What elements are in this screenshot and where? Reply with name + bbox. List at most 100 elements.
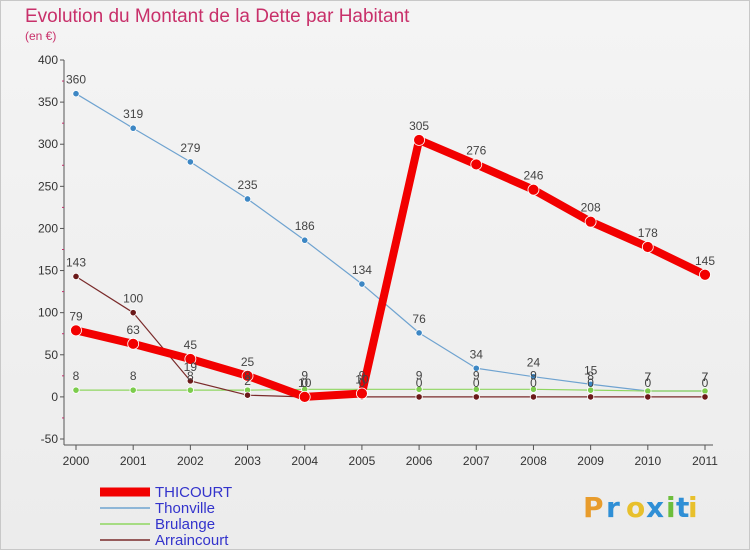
data-point-thonville <box>301 236 309 244</box>
x-tick-label: 2000 <box>63 454 90 468</box>
data-point-arraincourt <box>72 272 80 281</box>
data-point-thicourt <box>70 324 82 337</box>
data-point-thonville <box>129 124 137 132</box>
data-point-thonville <box>472 364 480 372</box>
data-point-brulange <box>72 386 80 394</box>
data-label-arraincourt: 0 <box>301 376 308 390</box>
data-label-brulange: 9 <box>359 368 366 382</box>
data-label-thonville: 34 <box>470 347 484 361</box>
y-tick-label: 300 <box>38 137 58 151</box>
data-point-thicourt <box>356 387 368 400</box>
x-tick-label: 2006 <box>406 454 433 468</box>
data-point-arraincourt <box>529 393 538 401</box>
data-label-brulange: 8 <box>130 369 137 383</box>
data-label-arraincourt: 0 <box>702 376 709 390</box>
data-point-arraincourt <box>587 393 595 401</box>
data-label-arraincourt: 19 <box>184 360 198 374</box>
y-tick-label: 0 <box>51 390 58 404</box>
y-tick-label: 100 <box>38 306 58 320</box>
data-point-thonville <box>186 158 194 166</box>
data-point-brulange <box>129 386 137 394</box>
data-label-thonville: 186 <box>295 219 315 233</box>
x-tick-label: 2005 <box>349 454 376 468</box>
data-label-thonville: 24 <box>527 356 541 370</box>
y-tick-label: 400 <box>38 53 58 67</box>
data-point-thicourt <box>184 353 197 365</box>
data-label-brulange: 9 <box>301 368 308 382</box>
data-label-arraincourt: 143 <box>66 255 86 269</box>
data-label-brulange: 8 <box>244 369 251 383</box>
x-tick-label: 2007 <box>463 454 490 468</box>
data-label-arraincourt: 0 <box>359 376 366 390</box>
series-line-thicourt <box>72 136 709 401</box>
data-point-thicourt <box>470 158 483 171</box>
data-point-thicourt <box>699 268 711 281</box>
data-label-brulange: 8 <box>73 369 80 383</box>
data-label-thicourt: 208 <box>581 201 601 215</box>
series-line-brulange <box>75 388 706 392</box>
x-tick-label: 2011 <box>692 454 718 468</box>
y-tick-label: 150 <box>38 264 58 278</box>
data-label-brulange: 9 <box>473 368 480 382</box>
data-point-thicourt <box>413 134 425 146</box>
data-label-thicourt: 10 <box>298 376 312 390</box>
data-point-brulange <box>186 386 194 394</box>
data-label-thonville: 7 <box>702 370 709 384</box>
data-label-arraincourt: 0 <box>530 376 537 390</box>
data-label-thonville: 319 <box>123 107 143 121</box>
legend-label-brulange: Brulange <box>155 516 215 533</box>
y-tick-label: 50 <box>45 348 59 362</box>
data-label-thonville: 360 <box>66 73 86 87</box>
chart-subtitle: (en €) <box>25 29 56 43</box>
data-label-brulange: 7 <box>644 370 651 384</box>
data-label-thonville: 7 <box>644 370 651 384</box>
data-point-thonville <box>72 90 80 98</box>
data-label-thonville: 134 <box>352 263 372 277</box>
logo-letter: i <box>666 491 676 524</box>
logo-letter: x <box>646 491 664 524</box>
data-point-thicourt <box>127 337 140 350</box>
y-tick-label: -50 <box>41 432 59 446</box>
data-label-thicourt: 178 <box>638 226 658 240</box>
legend-label-thicourt: THICOURT <box>155 484 232 501</box>
x-tick-label: 2010 <box>634 454 661 468</box>
x-tick-label: 2008 <box>520 454 547 468</box>
logo-letter: t <box>676 491 689 524</box>
data-label-brulange: 8 <box>187 369 194 383</box>
data-label-thicourt: 63 <box>127 323 141 337</box>
data-point-arraincourt <box>186 377 194 385</box>
data-label-thicourt: 276 <box>466 143 486 157</box>
y-tick-label: 200 <box>38 221 58 235</box>
data-point-arraincourt <box>415 393 423 401</box>
data-label-arraincourt: 0 <box>587 376 594 390</box>
data-point-arraincourt <box>701 393 709 401</box>
data-point-thicourt <box>241 369 254 382</box>
data-label-arraincourt: 0 <box>473 376 480 390</box>
data-point-brulange <box>415 385 423 393</box>
data-point-thonville <box>415 329 423 337</box>
legend-label-arraincourt: Arraincourt <box>155 532 229 549</box>
data-label-thonville: 76 <box>412 312 426 326</box>
data-label-thicourt: 145 <box>695 254 715 268</box>
logo-letter: o <box>626 491 645 524</box>
data-label-brulange: 7 <box>702 370 709 384</box>
data-label-thicourt: 10 <box>355 373 369 387</box>
data-label-thicourt: 25 <box>241 355 255 369</box>
data-point-arraincourt <box>243 391 252 399</box>
data-label-thicourt: 79 <box>69 309 83 323</box>
data-label-arraincourt: 2 <box>244 374 251 388</box>
x-tick-label: 2009 <box>577 454 604 468</box>
data-point-brulange <box>472 385 480 393</box>
legend-label-thonville: Thonville <box>155 500 215 517</box>
series-line-arraincourt <box>75 275 706 398</box>
series-line-thonville <box>75 93 706 392</box>
chart-title: Evolution du Montant de la Dette par Hab… <box>25 6 410 27</box>
data-point-brulange <box>529 385 538 393</box>
data-label-thonville: 279 <box>180 141 200 155</box>
data-label-brulange: 8 <box>587 369 594 383</box>
data-label-thicourt: 45 <box>184 338 198 352</box>
x-tick-label: 2004 <box>291 454 318 468</box>
logo-letter: P <box>583 491 604 524</box>
